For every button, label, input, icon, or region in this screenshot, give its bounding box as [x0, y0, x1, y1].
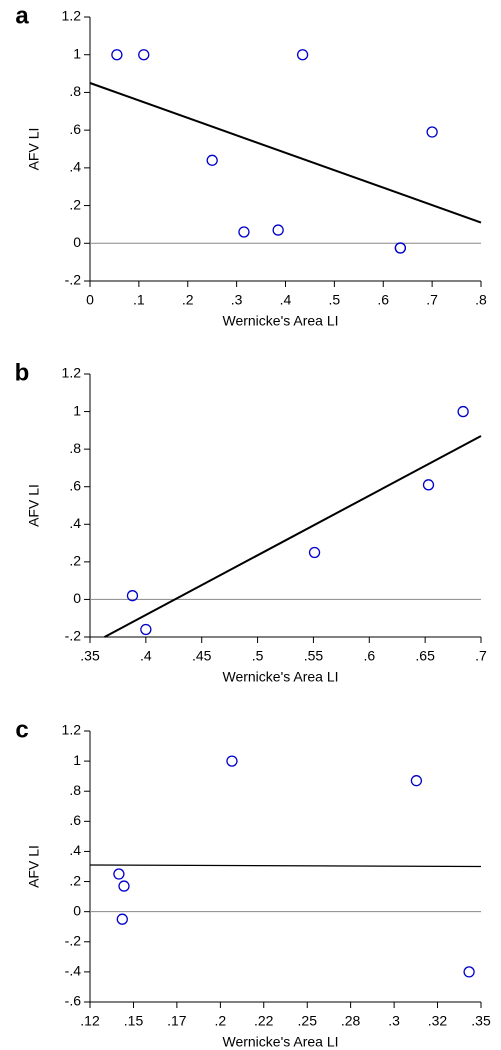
y-tick-label: .8 — [69, 440, 81, 456]
y-tick-label: .8 — [69, 83, 81, 99]
point — [410, 775, 423, 787]
point — [126, 590, 139, 602]
x-tick-label: .12 — [80, 1013, 100, 1029]
point — [308, 546, 321, 559]
y-tick-label: .6 — [69, 812, 81, 828]
point — [296, 49, 309, 61]
x-axis-label: Wernicke's Area LI — [222, 669, 338, 685]
x-tick-label: .15 — [124, 1013, 144, 1029]
point — [226, 755, 238, 767]
x-tick-label: .4 — [280, 292, 292, 308]
y-tick-label: .2 — [69, 872, 81, 888]
x-tick-label: .6 — [363, 648, 375, 664]
point — [457, 405, 469, 418]
y-tick-label: -.4 — [65, 963, 82, 979]
x-tick-label: .1 — [133, 292, 145, 308]
y-tick-label: 0 — [73, 902, 81, 918]
y-tick-label: 1.2 — [62, 722, 82, 738]
point — [463, 966, 475, 978]
x-axis-label: Wernicke's Area LI — [222, 313, 338, 329]
x-axis-label: Wernicke's Area LI — [222, 1034, 338, 1050]
x-tick-label: .3 — [388, 1013, 400, 1029]
point — [206, 154, 218, 166]
point — [113, 868, 125, 880]
x-tick-label: 0 — [86, 292, 94, 308]
x-tick-label: .28 — [341, 1013, 361, 1029]
fit-line — [104, 435, 482, 638]
fit-line — [89, 864, 482, 868]
panel-label: b — [15, 359, 30, 386]
point — [140, 623, 152, 636]
x-tick-label: .17 — [167, 1013, 187, 1029]
x-tick-label: .35 — [471, 1013, 491, 1029]
y-tick-label: 0 — [73, 234, 81, 250]
y-tick-label: -.2 — [65, 272, 82, 288]
x-tick-label: .45 — [192, 648, 212, 664]
x-tick-label: .4 — [140, 648, 152, 664]
x-tick-label: .5 — [252, 648, 264, 664]
x-tick-label: .22 — [254, 1013, 274, 1029]
x-tick-label: .2 — [182, 292, 194, 308]
point — [238, 226, 250, 238]
x-tick-label: .65 — [415, 648, 435, 664]
y-tick-label: -.2 — [65, 932, 82, 948]
x-tick-label: .25 — [298, 1013, 318, 1029]
y-tick-label: .2 — [69, 196, 81, 212]
y-tick-label: 1 — [73, 402, 81, 418]
y-tick-label: 1 — [73, 45, 81, 61]
point — [138, 49, 150, 61]
point — [118, 880, 130, 892]
y-axis-label: AFV LI — [26, 128, 42, 171]
y-tick-label: .4 — [69, 159, 81, 175]
y-tick-label: 1.2 — [62, 365, 82, 381]
x-tick-label: .5 — [329, 292, 341, 308]
y-tick-label: -.6 — [65, 993, 82, 1009]
point — [111, 49, 123, 61]
x-tick-label: .8 — [475, 292, 487, 308]
x-tick-label: .32 — [428, 1013, 448, 1029]
x-tick-label: .7 — [475, 648, 487, 664]
y-tick-label: -.2 — [65, 628, 82, 644]
point — [116, 913, 128, 925]
x-tick-label: .55 — [304, 648, 324, 664]
y-tick-label: .8 — [69, 782, 81, 798]
y-axis-label: AFV LI — [26, 845, 42, 888]
point — [426, 126, 438, 138]
point — [394, 242, 407, 254]
x-tick-label: .3 — [231, 292, 243, 308]
panel-label: c — [15, 716, 28, 743]
panel-label: a — [15, 2, 29, 29]
y-tick-label: .4 — [69, 842, 81, 858]
y-tick-label: 0 — [73, 590, 81, 606]
y-tick-label: 1 — [73, 752, 81, 768]
point — [272, 224, 284, 236]
y-axis-label: AFV LI — [26, 484, 42, 527]
y-tick-label: .6 — [69, 477, 81, 493]
point — [422, 479, 435, 491]
y-tick-label: .6 — [69, 121, 81, 137]
x-tick-label: .6 — [377, 292, 389, 308]
x-tick-label: .2 — [215, 1013, 227, 1029]
x-tick-label: .7 — [426, 292, 438, 308]
x-tick-label: .35 — [80, 648, 100, 664]
y-tick-label: .4 — [69, 515, 81, 531]
y-tick-label: 1.2 — [62, 8, 82, 24]
y-tick-label: .2 — [69, 553, 81, 569]
fit-line — [89, 82, 482, 224]
